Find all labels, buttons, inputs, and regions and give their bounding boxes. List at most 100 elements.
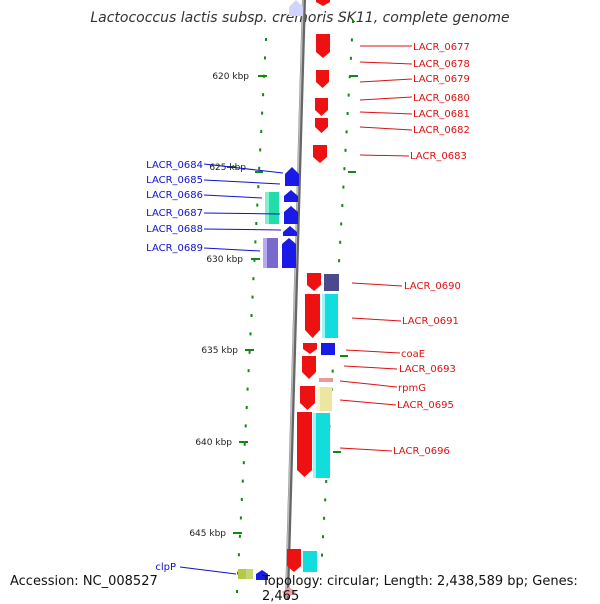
track-dot	[253, 258, 256, 262]
track-dot	[352, 20, 354, 23]
track-dot	[344, 148, 347, 152]
feature-rpmG	[319, 378, 333, 382]
gene-LACR_0687	[284, 206, 298, 224]
track-dot	[242, 461, 245, 465]
track-dot	[254, 240, 257, 244]
ruler-label-630: 630 kbp	[206, 255, 243, 265]
gene-LACR_0690	[307, 273, 321, 291]
track-dot	[258, 166, 261, 170]
gene-LACR_0691	[305, 294, 320, 338]
gene-LACR_0679	[316, 70, 329, 88]
track-dot	[324, 498, 327, 502]
gene-LACR_0680	[315, 98, 328, 116]
label-coaE: coaE	[401, 349, 425, 360]
track-dot	[341, 204, 344, 207]
label-LACR_0681: LACR_0681	[413, 109, 470, 120]
reverse-genes	[282, 167, 299, 268]
track-dot	[260, 130, 263, 133]
feature-lower-cyan	[303, 551, 317, 572]
track-dot	[245, 406, 248, 409]
ruler-label-635: 635 kbp	[201, 346, 238, 356]
leader-lines-left	[179, 163, 284, 575]
label-LACR_0689: LACR_0689	[146, 243, 203, 254]
gene-LACR_0689	[282, 238, 296, 268]
track-dot	[251, 295, 254, 299]
gene-LACR_0678	[316, 34, 330, 58]
track-dot	[339, 240, 342, 244]
track-dot	[249, 332, 252, 336]
ruler	[227, 75, 267, 534]
track-dot	[265, 38, 267, 41]
ruler-label-640: 640 kbp	[195, 438, 232, 448]
gene-coaE	[303, 343, 317, 354]
label-LACR_0680: LACR_0680	[413, 93, 470, 104]
track-dot	[241, 479, 244, 483]
track-dot	[340, 222, 343, 226]
label-LACR_0687: LACR_0687	[146, 208, 203, 219]
label-LACR_0690: LACR_0690	[404, 281, 461, 292]
label-LACR_0684: LACR_0684	[146, 160, 203, 171]
track-dot	[250, 314, 253, 317]
track-dot	[323, 516, 326, 520]
label-LACR_0688: LACR_0688	[146, 224, 203, 235]
label-clpP: clpP	[155, 562, 176, 573]
feature-clpP	[238, 569, 246, 579]
label-LACR_0678: LACR_0678	[413, 59, 470, 70]
forward-genes-upper	[313, 0, 330, 163]
track-dot	[237, 553, 240, 557]
track-dot	[255, 222, 258, 225]
ruler-label-625: 625 kbp	[209, 163, 246, 173]
feature-LACR_0696	[313, 413, 330, 478]
gene-lower-unlabeled	[287, 549, 301, 572]
track-dot	[346, 112, 349, 115]
track-dot	[238, 534, 241, 538]
label-rpmG: rpmG	[398, 383, 426, 394]
track-dot	[240, 498, 243, 501]
gene-LACR_0681	[315, 118, 328, 133]
gene-LACR_0677	[316, 0, 330, 6]
track-dot	[239, 516, 242, 520]
dotted-track-left	[236, 38, 267, 593]
gene-LACR_0696	[297, 412, 312, 477]
track-dot	[244, 424, 247, 428]
label-LACR_0679: LACR_0679	[413, 74, 470, 85]
label-LACR_0695: LACR_0695	[397, 400, 454, 411]
label-LACR_0693: LACR_0693	[399, 364, 456, 375]
track-dot	[325, 480, 328, 483]
forward-genes-lower	[287, 273, 321, 572]
track-dot	[345, 130, 348, 134]
label-LACR_0682: LACR_0682	[413, 125, 470, 136]
genome-backbone	[285, 0, 306, 600]
track-dot	[236, 590, 238, 593]
gene-LACR_0695	[300, 386, 315, 410]
track-dot	[342, 185, 345, 189]
gene-LACR_0693	[302, 356, 316, 379]
gene-LACR_0683	[313, 145, 327, 163]
track-dot	[248, 350, 251, 354]
track-dot	[264, 56, 266, 60]
track-dot	[243, 442, 246, 446]
label-LACR_0686: LACR_0686	[146, 190, 203, 201]
track-dot	[321, 553, 323, 557]
track-dot	[259, 148, 262, 152]
track-dot	[347, 93, 350, 97]
label-LACR_0691: LACR_0691	[402, 316, 459, 327]
feature-LACR_0695	[317, 387, 332, 411]
label-LACR_0685: LACR_0685	[146, 175, 203, 186]
track-dot	[348, 75, 351, 79]
label-LACR_0696: LACR_0696	[393, 446, 450, 457]
track-dot	[343, 167, 346, 171]
track-dot	[247, 369, 250, 373]
track-dot	[252, 277, 255, 281]
track-dot	[246, 387, 249, 391]
label-LACR_0683: LACR_0683	[410, 151, 467, 162]
track-dot	[256, 203, 259, 207]
track-dot	[331, 369, 334, 373]
accession-text: Accession: NC_008527	[10, 574, 158, 589]
feature-LACR_0690	[324, 274, 339, 291]
ruler-label-620: 620 kbp	[212, 72, 249, 82]
feature-LACR_0691	[322, 294, 338, 338]
map-title: Lactococcus lactis subsp. cremoris SK11,…	[90, 10, 510, 26]
track-dot	[322, 535, 324, 539]
